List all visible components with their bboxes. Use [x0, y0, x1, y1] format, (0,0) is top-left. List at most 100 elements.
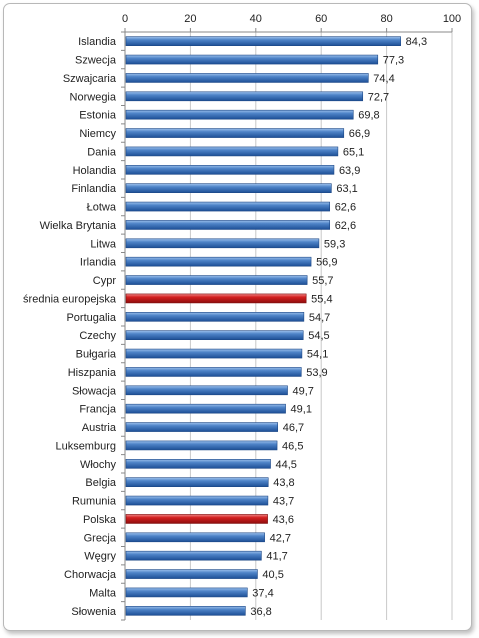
category-label: Szwecja [75, 55, 117, 67]
category-label: Włochy [80, 459, 117, 471]
category-label: Hiszpania [68, 367, 117, 379]
value-label: 55,4 [311, 293, 332, 305]
value-label: 62,6 [335, 220, 356, 232]
bar [125, 403, 286, 414]
value-label: 66,9 [349, 128, 370, 140]
value-label: 42,7 [270, 532, 291, 544]
category-label: Niemcy [79, 128, 116, 140]
bar [125, 54, 379, 65]
axis-layer: 0 20 40 60 80 100 Islandia Szwecja Szwajcaria Nor… [23, 13, 461, 621]
value-label: 41,7 [266, 551, 287, 563]
bar [125, 587, 248, 598]
bar [125, 183, 332, 193]
value-label: 54,5 [308, 330, 329, 342]
category-label: Grecja [84, 532, 117, 544]
value-label: 55,7 [312, 275, 333, 287]
bar [125, 550, 262, 561]
value-label: 65,1 [343, 146, 364, 158]
bar [125, 201, 331, 212]
category-label: Austria [82, 422, 117, 434]
value-label: 54,1 [307, 349, 328, 361]
value-label: 40,5 [262, 569, 283, 581]
value-label: 77,3 [383, 55, 404, 67]
category-label: Dania [87, 146, 117, 158]
value-label: 43,8 [273, 477, 294, 489]
value-label: 69,8 [358, 110, 379, 122]
bar [125, 422, 279, 432]
bar-layer: 84,377,3 74,4 72,7 69,8 66,9 65,1 63,9 63,1 62,6… [125, 36, 427, 618]
value-label: 74,4 [373, 73, 394, 85]
value-label: 59,3 [324, 238, 345, 250]
category-label: Rumunia [72, 496, 117, 508]
bar [125, 238, 320, 249]
bar [125, 459, 271, 469]
bar [125, 348, 303, 359]
category-label: Belgia [85, 477, 116, 489]
highlight-bar [125, 293, 307, 304]
category-label: Polska [83, 514, 117, 526]
bar [125, 146, 339, 157]
value-label: 63,9 [339, 165, 360, 177]
value-label: 36,8 [250, 606, 271, 618]
value-label: 56,9 [316, 257, 337, 269]
highlight-bar [125, 514, 268, 524]
value-label: 62,6 [335, 202, 356, 214]
value-label: 44,5 [276, 459, 297, 471]
category-label: Estonia [79, 110, 117, 122]
bar [125, 91, 364, 102]
category-label: Chorwacja [64, 569, 117, 581]
category-label: średnia europejska [23, 293, 117, 305]
value-label: 37,4 [252, 587, 273, 599]
category-label: Węgry [84, 551, 116, 563]
value-label: 63,1 [336, 183, 357, 195]
bar [125, 128, 345, 138]
x-tick-label: 60 [315, 13, 327, 25]
bar [125, 330, 304, 340]
value-label: 84,3 [406, 36, 427, 48]
category-label: Irlandia [80, 257, 117, 269]
bar [125, 165, 335, 175]
bar [125, 109, 354, 120]
bar [125, 532, 265, 543]
value-label: 72,7 [368, 91, 389, 103]
bar [125, 569, 258, 579]
category-label: Słowacja [72, 385, 117, 397]
bar [125, 73, 369, 83]
bar [125, 385, 288, 396]
bar [125, 477, 269, 487]
bar [125, 220, 331, 230]
category-label: Czechy [79, 330, 116, 342]
category-label: Luksemburg [55, 440, 116, 452]
value-label: 43,7 [273, 496, 294, 508]
value-label: 53,9 [306, 367, 327, 379]
category-label: Bułgaria [76, 349, 117, 361]
x-tick-label: 100 [443, 13, 461, 25]
category-label: Litwa [90, 238, 117, 250]
x-tick-label: 40 [250, 13, 262, 25]
bar [125, 312, 305, 322]
value-label: 54,7 [309, 312, 330, 324]
value-label: 49,1 [291, 404, 312, 416]
value-label: 43,6 [273, 514, 294, 526]
bar [125, 256, 312, 267]
category-label: Słowenia [71, 606, 117, 618]
value-label: 46,7 [283, 422, 304, 434]
category-label: Wielka Brytania [40, 220, 117, 232]
category-label: Islandia [78, 36, 117, 48]
bar [125, 495, 269, 506]
x-tick-label: 20 [184, 13, 196, 25]
category-label: Holandia [73, 165, 117, 177]
bar [125, 367, 302, 377]
category-label: Norwegia [70, 91, 117, 103]
bar [125, 440, 278, 451]
value-label: 46,5 [282, 440, 303, 452]
category-label: Francja [79, 404, 117, 416]
category-label: Szwajcaria [63, 73, 117, 85]
category-label: Portugalia [66, 312, 116, 324]
bar [125, 275, 308, 285]
bar [125, 606, 246, 616]
category-label: Malta [89, 587, 117, 599]
x-tick-label: 0 [122, 13, 128, 25]
category-label: Cypr [93, 275, 117, 287]
